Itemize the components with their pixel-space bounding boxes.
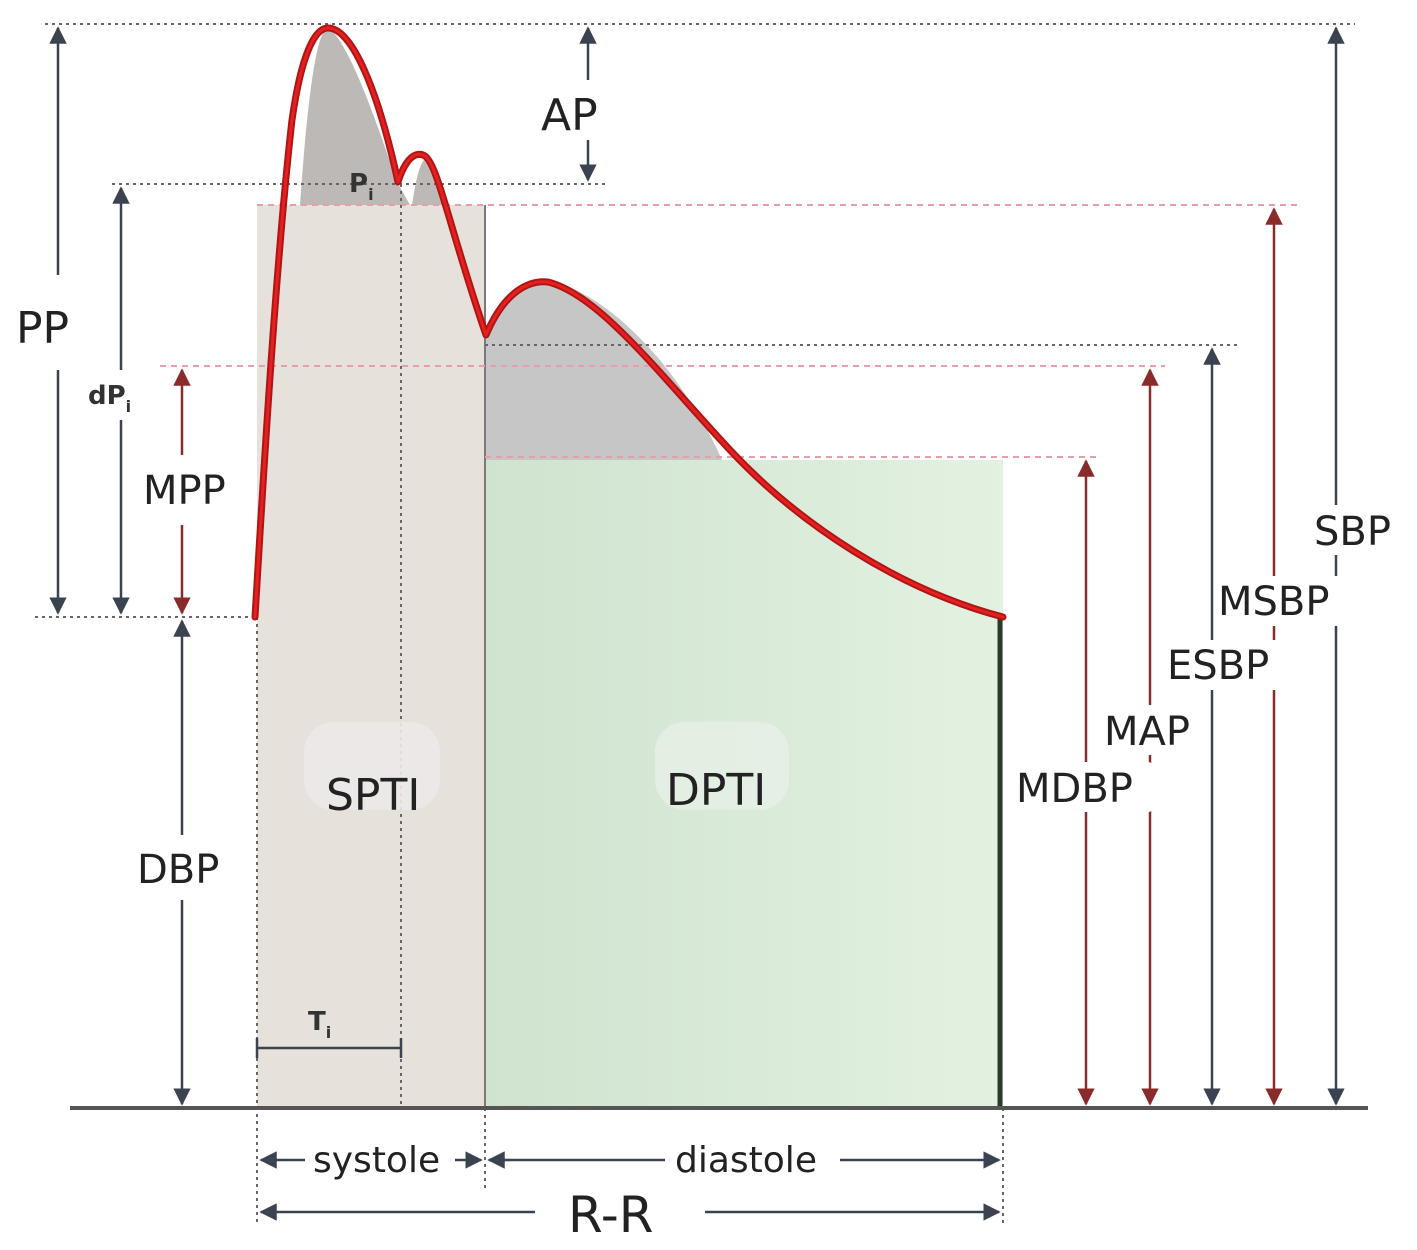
reference-lines <box>35 23 1355 1225</box>
spti-label-background <box>304 722 440 810</box>
time-arrows <box>255 1038 1001 1221</box>
rr-label: R-R <box>568 1186 654 1244</box>
sbp-label: SBP <box>1314 509 1391 555</box>
ti-label-main: T <box>308 1007 326 1037</box>
esbp-label: ESBP <box>1167 643 1269 689</box>
spti-label: SPTI <box>326 770 420 821</box>
systolic-pressure-time-area <box>257 205 485 1108</box>
dbp-label: DBP <box>137 847 219 893</box>
diastole-label: diastole <box>675 1140 817 1181</box>
mdbp-label-background <box>1014 762 1154 812</box>
diastolic-wave-shading <box>485 280 722 460</box>
ti-label: Ti <box>308 1007 331 1042</box>
pi-label-main: P <box>349 169 368 199</box>
dpti-label-background <box>655 722 789 810</box>
dpi-label: dPi <box>88 381 131 416</box>
left-arrows <box>49 26 597 1106</box>
mdbp-label: MDBP <box>1016 766 1133 812</box>
right-arrows <box>1077 26 1345 1106</box>
dbp-label-background <box>134 842 230 892</box>
second-peak-shading <box>412 158 446 205</box>
upper-systolic-shading <box>300 28 410 205</box>
map-label-background <box>1102 705 1206 755</box>
systole-label: systole <box>313 1140 440 1181</box>
mpp-label-background <box>140 462 244 510</box>
ti-label-sub: i <box>326 1023 331 1042</box>
dpi-label-main: dP <box>88 381 126 411</box>
dpti-label: DPTI <box>666 765 766 816</box>
labels: AP PP dPi Pi MPP DBP SPTI DPTI Ti systol… <box>16 90 1404 1244</box>
pi-label-sub: i <box>368 185 373 204</box>
map-label: MAP <box>1104 709 1190 755</box>
msbp-label-background <box>1216 576 1344 626</box>
mpp-label: MPP <box>143 468 226 514</box>
msbp-label: MSBP <box>1218 579 1329 625</box>
esbp-label-background <box>1165 640 1283 690</box>
dpi-label-sub: i <box>126 397 131 416</box>
pp-label: PP <box>16 303 69 354</box>
sbp-label-background <box>1312 505 1404 555</box>
pi-label: Pi <box>349 169 374 204</box>
pressure-waveform-highlight <box>253 26 1005 619</box>
ap-label: AP <box>541 90 598 141</box>
